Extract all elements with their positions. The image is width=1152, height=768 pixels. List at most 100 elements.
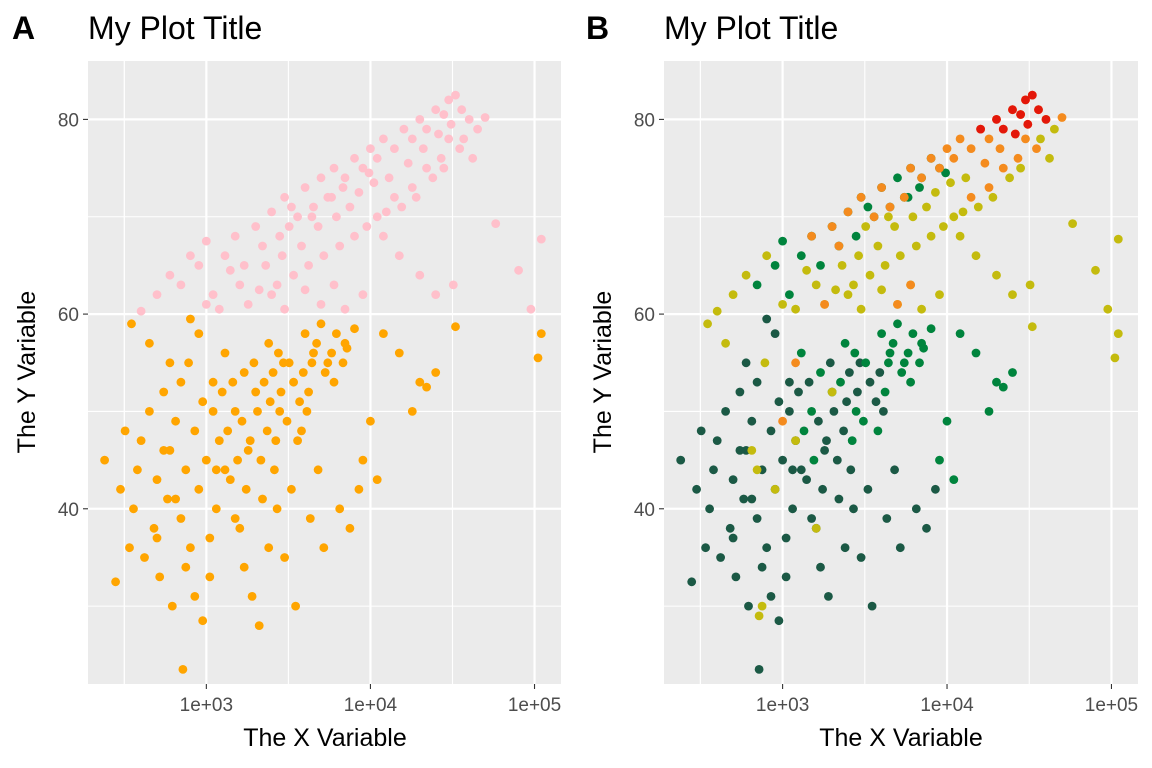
scatter-point-a — [316, 173, 326, 183]
scatter-point-a — [307, 358, 317, 368]
scatter-point-b — [807, 231, 816, 241]
scatter-point-a — [264, 338, 274, 348]
scatter-point-b — [931, 188, 940, 197]
scatter-point-b — [770, 329, 780, 338]
scatter-point-a — [270, 465, 279, 475]
scatter-point-a — [258, 494, 267, 504]
scatter-point-a — [163, 494, 172, 504]
gridlines-a — [88, 61, 561, 684]
scatter-point-a — [444, 95, 454, 105]
scatter-point-a — [264, 543, 274, 553]
scatter-point-a — [217, 387, 227, 397]
scatter-point-a — [208, 290, 218, 299]
scatter-point-b — [701, 543, 710, 553]
scatter-point-b — [931, 484, 940, 494]
scatter-point-b — [911, 504, 921, 514]
y-axis-title-a: The Y Variable — [13, 291, 41, 454]
scatter-point-b — [778, 236, 787, 246]
scatter-point-a — [275, 231, 285, 241]
scatter-point-a — [184, 358, 194, 368]
scatter-point-a — [284, 222, 294, 231]
scatter-point-b — [971, 348, 981, 358]
scatter-point-b — [890, 222, 899, 231]
scatter-point-b — [752, 377, 762, 387]
scatter-point-b — [922, 202, 931, 212]
scatter-point-b — [880, 387, 890, 397]
scatter-point-b — [1113, 234, 1123, 244]
scatter-point-a — [205, 533, 215, 543]
scatter-point-b — [816, 261, 825, 270]
scatter-point-b — [802, 475, 811, 484]
scatter-point-b — [752, 465, 762, 475]
scatter-point-b — [973, 202, 983, 212]
scatter-point-b — [735, 446, 745, 455]
scatter-point-a — [198, 616, 208, 626]
scatter-point-a — [439, 110, 449, 119]
scatter-point-a — [152, 533, 162, 543]
scatter-point-b — [744, 601, 753, 611]
scatter-point-a — [211, 504, 221, 514]
scatter-point-b — [811, 280, 821, 290]
scatter-point-b — [893, 300, 902, 309]
scatter-point-a — [329, 280, 339, 290]
scatter-point-a — [354, 188, 364, 197]
scatter-point-b — [1008, 105, 1017, 115]
scatter-point-a — [208, 407, 218, 416]
scatter-point-b — [998, 382, 1008, 392]
scatter-point-a — [399, 124, 409, 134]
scatter-point-b — [935, 163, 944, 173]
scatter-point-b — [741, 270, 751, 280]
scatter-point-b — [696, 426, 706, 436]
scatter-point-a — [280, 192, 289, 202]
scatter-point-a — [364, 168, 374, 178]
scatter-point-a — [342, 343, 352, 353]
scatter-point-b — [791, 436, 800, 445]
plot-title-a: My Plot Title — [88, 10, 262, 46]
scatter-point-a — [369, 178, 379, 188]
scatter-point-a — [313, 465, 323, 475]
scatter-point-a — [358, 290, 368, 299]
scatter-point-b — [752, 514, 762, 523]
scatter-point-b — [799, 426, 809, 436]
scatter-point-a — [237, 416, 247, 426]
scatter-point-b — [1016, 163, 1025, 173]
scatter-point-b — [794, 387, 803, 397]
scatter-point-b — [804, 377, 814, 387]
scatter-point-b — [859, 416, 868, 426]
scatter-point-a — [345, 202, 355, 212]
scatter-point-a — [316, 319, 326, 329]
scatter-point-b — [1110, 353, 1120, 363]
scatter-point-a — [181, 465, 191, 475]
scatter-point-b — [895, 543, 905, 553]
scatter-point-a — [280, 553, 289, 562]
scatter-point-b — [836, 377, 845, 387]
scatter-point-b — [988, 192, 998, 202]
x-tick-label-b: 1e+05 — [1085, 695, 1138, 716]
scatter-point-a — [319, 251, 329, 261]
scatter-point-a — [279, 358, 288, 368]
scatter-point-a — [223, 426, 233, 436]
scatter-point-b — [908, 212, 918, 222]
scatter-point-a — [136, 306, 146, 316]
scatter-point-b — [843, 290, 853, 299]
scatter-point-a — [312, 338, 321, 348]
scatter-point-a — [289, 377, 298, 387]
scatter-point-a — [152, 475, 162, 484]
scatter-point-a — [267, 207, 276, 217]
scatter-point-a — [100, 455, 109, 465]
scatter-point-a — [407, 183, 417, 192]
scatter-point-b — [796, 348, 806, 358]
scatter-point-b — [1027, 322, 1037, 332]
scatter-point-a — [332, 329, 341, 338]
scatter-point-b — [873, 241, 883, 251]
scatter-point-b — [1041, 115, 1051, 124]
scatter-point-a — [436, 153, 446, 163]
scatter-point-a — [415, 270, 425, 280]
scatter-point-b — [1036, 134, 1045, 144]
x-tick-label-a: 1e+03 — [180, 695, 233, 716]
scatter-point-a — [249, 358, 259, 368]
scatter-point-a — [372, 212, 382, 222]
scatter-point-b — [778, 416, 787, 426]
panel-label-b: B — [586, 10, 609, 46]
